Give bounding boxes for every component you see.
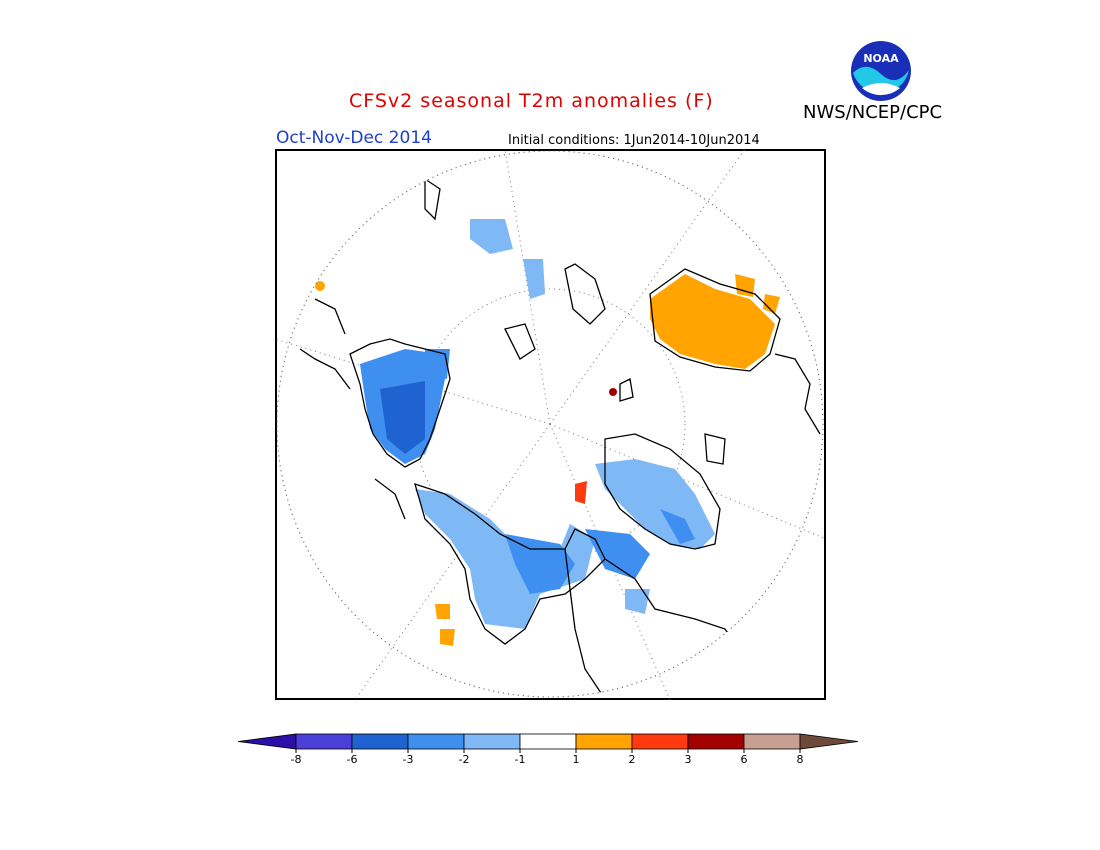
season-label: Oct-Nov-Dec 2014 — [276, 128, 432, 148]
colorbar-bin — [519, 733, 577, 750]
colorbar-tick-label: -6 — [347, 753, 358, 766]
colorbar-bin — [687, 733, 745, 750]
cold-anomaly-north-america — [415, 489, 650, 629]
colorbar-bin — [631, 733, 689, 750]
colorbar-tick-label: -3 — [403, 753, 414, 766]
colorbar-tick-label: -2 — [459, 753, 470, 766]
colorbar-bin — [351, 733, 409, 750]
colorbar-tick-label: 6 — [741, 753, 748, 766]
colorbar-bin — [575, 733, 633, 750]
colorbar-tick-label: 3 — [685, 753, 692, 766]
noaa-logo: NOAA — [851, 41, 911, 101]
colorbar-bins — [238, 733, 859, 750]
colorbar-ticks: -8 -6 -3 -2 -1 1 2 3 6 8 — [291, 749, 804, 766]
colorbar-bin — [238, 733, 297, 750]
colorbar-bin — [799, 733, 859, 750]
cold-anomaly-siberia — [470, 219, 715, 549]
colorbar-tick-label: 1 — [573, 753, 580, 766]
colorbar: -8 -6 -3 -2 -1 1 2 3 6 8 — [238, 733, 859, 766]
colorbar-tick-label: 8 — [797, 753, 804, 766]
colorbar-bin — [463, 733, 521, 750]
colorbar-bin — [295, 733, 353, 750]
colorbar-tick-label: -1 — [515, 753, 526, 766]
warm-anomaly-europe — [315, 274, 780, 646]
colorbar-tick-label: -8 — [291, 753, 302, 766]
logo-text: NOAA — [863, 52, 899, 65]
chart-title: CFSv2 seasonal T2m anomalies (F) — [349, 90, 714, 112]
initial-conditions-label: Initial conditions: 1Jun2014-10Jun2014 — [508, 133, 760, 148]
colorbar-bin — [743, 733, 801, 750]
colorbar-tick-label: 2 — [629, 753, 636, 766]
polar-map — [275, 149, 826, 700]
cold-anomaly-greenland — [360, 349, 450, 464]
coastlines — [299, 177, 821, 697]
colorbar-bin — [407, 733, 465, 750]
organization-label: NWS/NCEP/CPC — [803, 102, 943, 123]
